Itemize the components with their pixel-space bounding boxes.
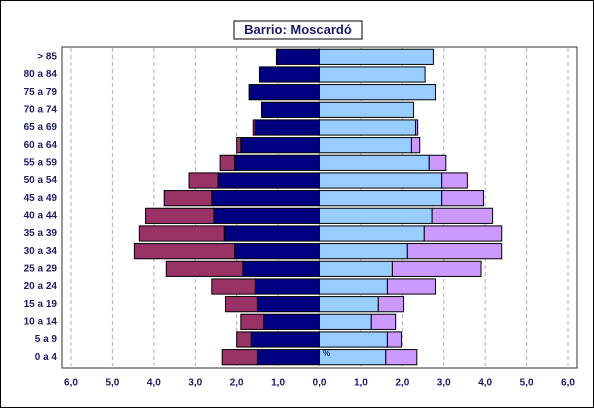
y-tick-label: 60 a 64	[24, 140, 58, 151]
bar	[256, 296, 320, 313]
bar	[242, 260, 320, 277]
y-tick-label: 5 a 9	[35, 334, 58, 345]
x-tick-label: 2,0	[395, 378, 409, 389]
bar	[386, 278, 436, 295]
y-tick-label: 15 a 19	[24, 299, 58, 310]
bar	[319, 172, 443, 189]
bar	[441, 172, 468, 189]
bar	[319, 278, 388, 295]
bar	[377, 296, 405, 313]
bar	[163, 190, 213, 207]
bar	[165, 260, 244, 277]
bar	[261, 101, 320, 118]
bar	[415, 119, 419, 136]
y-tick-label: 10 a 14	[24, 316, 58, 327]
x-tick-label: 5,0	[105, 378, 119, 389]
y-tick-label: 30 a 34	[24, 246, 58, 257]
bar	[319, 84, 436, 101]
y-tick-label: 45 a 49	[24, 193, 58, 204]
bar	[258, 66, 320, 83]
x-tick-label: 1,0	[354, 378, 368, 389]
bar	[319, 225, 425, 242]
x-tick-label: 5,0	[520, 378, 534, 389]
y-tick-label: 35 a 39	[24, 228, 58, 239]
bar	[217, 172, 320, 189]
bar	[319, 331, 388, 348]
bar	[138, 225, 225, 242]
x-tick-label: 6,0	[561, 378, 575, 389]
bar	[319, 296, 379, 313]
bar	[240, 137, 320, 154]
x-tick-label: 1,0	[271, 378, 285, 389]
bar	[211, 190, 320, 207]
chart-title: Barrio: Moscardó	[244, 22, 352, 37]
bar	[441, 190, 485, 207]
x-tick-label: 4,0	[147, 378, 161, 389]
bar	[431, 207, 494, 224]
y-tick-label: 40 a 44	[24, 210, 58, 221]
bar	[319, 207, 433, 224]
bar	[133, 243, 236, 260]
bar	[221, 349, 258, 366]
bar	[252, 119, 256, 136]
bar	[248, 84, 320, 101]
bar	[254, 278, 320, 295]
bar	[236, 137, 242, 154]
bar	[319, 154, 430, 171]
y-tick-label: 20 a 24	[24, 281, 58, 292]
x-tick-label: 4,0	[478, 378, 492, 389]
bar	[213, 207, 320, 224]
bar	[319, 66, 426, 83]
bar	[188, 172, 219, 189]
bar	[254, 119, 320, 136]
bar	[385, 349, 418, 366]
y-tick-label: 75 a 79	[24, 87, 58, 98]
bar	[410, 137, 421, 154]
bar	[391, 260, 482, 277]
y-tick-label: 55 a 59	[24, 157, 58, 168]
bar	[223, 225, 320, 242]
x-tick-label: 3,0	[437, 378, 451, 389]
y-tick-label: 65 a 69	[24, 122, 58, 133]
bar	[250, 331, 321, 348]
bar	[319, 119, 417, 136]
bar	[319, 260, 393, 277]
bar	[219, 154, 236, 171]
y-tick-label: 70 a 74	[24, 104, 58, 115]
bar	[370, 313, 397, 330]
bar	[234, 154, 321, 171]
y-tick-label: 25 a 29	[24, 263, 58, 274]
bar	[386, 331, 403, 348]
bar	[423, 225, 503, 242]
bar	[211, 278, 256, 295]
bar	[240, 313, 265, 330]
bar	[236, 331, 252, 348]
bar	[256, 349, 320, 366]
bar	[263, 313, 320, 330]
x-tick-label: 0,0	[313, 378, 327, 389]
y-tick-label: 50 a 54	[24, 175, 58, 186]
annotation: %	[323, 349, 330, 358]
x-tick-label: 6,0	[64, 378, 78, 389]
bar	[319, 48, 434, 65]
bar	[319, 243, 408, 260]
bar	[224, 296, 258, 313]
title-box	[233, 20, 363, 40]
bar	[234, 243, 321, 260]
y-tick-label: 80 a 84	[24, 69, 58, 80]
bar	[319, 101, 415, 118]
y-tick-label: 0 a 4	[35, 352, 58, 363]
bar	[275, 48, 320, 65]
bar	[145, 207, 215, 224]
bar	[319, 313, 372, 330]
x-tick-label: 3,0	[188, 378, 202, 389]
y-tick-label: > 85	[37, 51, 57, 62]
bar	[406, 243, 503, 260]
x-tick-label: 2,0	[230, 378, 244, 389]
bar	[319, 137, 412, 154]
bar	[428, 154, 447, 171]
bar	[319, 190, 443, 207]
